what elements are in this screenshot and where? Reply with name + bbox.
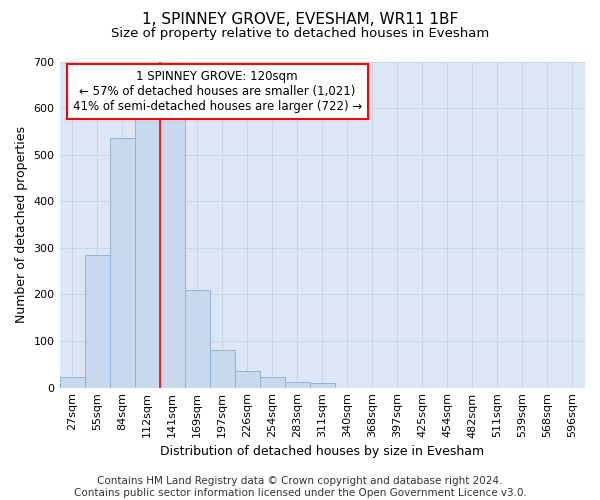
Text: Size of property relative to detached houses in Evesham: Size of property relative to detached ho… [111, 28, 489, 40]
Text: Contains HM Land Registry data © Crown copyright and database right 2024.
Contai: Contains HM Land Registry data © Crown c… [74, 476, 526, 498]
Text: 1 SPINNEY GROVE: 120sqm
← 57% of detached houses are smaller (1,021)
41% of semi: 1 SPINNEY GROVE: 120sqm ← 57% of detache… [73, 70, 362, 112]
Bar [285, 382, 310, 388]
Bar [59, 378, 85, 388]
Bar [235, 372, 260, 388]
X-axis label: Distribution of detached houses by size in Evesham: Distribution of detached houses by size … [160, 444, 484, 458]
Bar [209, 350, 235, 388]
Bar [310, 383, 335, 388]
Bar [134, 112, 160, 388]
Bar [260, 378, 285, 388]
Bar [160, 112, 185, 388]
Y-axis label: Number of detached properties: Number of detached properties [15, 126, 28, 323]
Bar [110, 138, 134, 388]
Text: 1, SPINNEY GROVE, EVESHAM, WR11 1BF: 1, SPINNEY GROVE, EVESHAM, WR11 1BF [142, 12, 458, 28]
Bar [185, 290, 209, 388]
Bar [85, 255, 110, 388]
